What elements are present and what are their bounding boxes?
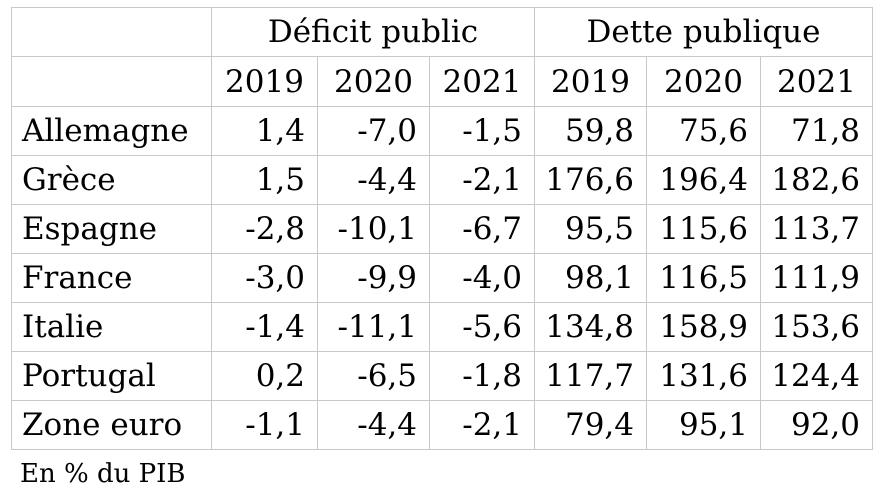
value-cell: -7,0 bbox=[317, 106, 430, 156]
year-header: 2020 bbox=[317, 56, 430, 107]
table-footnote: En % du PIB bbox=[20, 459, 186, 489]
value-cell: 117,7 bbox=[534, 351, 647, 401]
group-header-deficit: Déficit public bbox=[211, 7, 535, 57]
value-cell: 113,7 bbox=[760, 204, 873, 254]
country-name: France bbox=[11, 253, 212, 303]
year-header: 2021 bbox=[760, 56, 873, 107]
deficit-debt-table: Déficit public Dette publique 2019 2020 … bbox=[11, 7, 873, 450]
year-header: 2019 bbox=[211, 56, 318, 107]
country-name: Italie bbox=[11, 302, 212, 352]
year-header: 2021 bbox=[429, 56, 535, 107]
value-cell: -1,5 bbox=[429, 106, 535, 156]
table-row: Allemagne 1,4 -7,0 -1,5 59,8 75,6 71,8 bbox=[11, 106, 873, 156]
table-row: Zone euro -1,1 -4,4 -2,1 79,4 95,1 92,0 bbox=[11, 400, 873, 450]
table-row: Italie -1,4 -11,1 -5,6 134,8 158,9 153,6 bbox=[11, 302, 873, 352]
group-header-row: Déficit public Dette publique bbox=[11, 7, 873, 57]
value-cell: 124,4 bbox=[760, 351, 873, 401]
value-cell: 98,1 bbox=[534, 253, 647, 303]
value-cell: -2,1 bbox=[429, 155, 535, 205]
value-cell: -1,8 bbox=[429, 351, 535, 401]
country-name: Portugal bbox=[11, 351, 212, 401]
value-cell: 115,6 bbox=[646, 204, 761, 254]
country-name: Grèce bbox=[11, 155, 212, 205]
value-cell: -1,4 bbox=[211, 302, 318, 352]
corner-cell bbox=[11, 7, 212, 57]
corner-cell bbox=[11, 56, 212, 107]
country-name: Allemagne bbox=[11, 106, 212, 156]
table-row: Espagne -2,8 -10,1 -6,7 95,5 115,6 113,7 bbox=[11, 204, 873, 254]
value-cell: 182,6 bbox=[760, 155, 873, 205]
value-cell: -4,0 bbox=[429, 253, 535, 303]
value-cell: 92,0 bbox=[760, 400, 873, 450]
year-header-row: 2019 2020 2021 2019 2020 2021 bbox=[11, 56, 873, 107]
value-cell: -4,4 bbox=[317, 155, 430, 205]
value-cell: -2,1 bbox=[429, 400, 535, 450]
value-cell: 0,2 bbox=[211, 351, 318, 401]
value-cell: 95,5 bbox=[534, 204, 647, 254]
country-name: Espagne bbox=[11, 204, 212, 254]
year-header: 2020 bbox=[646, 56, 761, 107]
value-cell: -5,6 bbox=[429, 302, 535, 352]
value-cell: -1,1 bbox=[211, 400, 318, 450]
value-cell: 79,4 bbox=[534, 400, 647, 450]
value-cell: 1,4 bbox=[211, 106, 318, 156]
table-row: Grèce 1,5 -4,4 -2,1 176,6 196,4 182,6 bbox=[11, 155, 873, 205]
value-cell: 95,1 bbox=[646, 400, 761, 450]
value-cell: 71,8 bbox=[760, 106, 873, 156]
value-cell: 176,6 bbox=[534, 155, 647, 205]
value-cell: 116,5 bbox=[646, 253, 761, 303]
value-cell: -9,9 bbox=[317, 253, 430, 303]
table-row: Portugal 0,2 -6,5 -1,8 117,7 131,6 124,4 bbox=[11, 351, 873, 401]
value-cell: -11,1 bbox=[317, 302, 430, 352]
value-cell: 196,4 bbox=[646, 155, 761, 205]
value-cell: -3,0 bbox=[211, 253, 318, 303]
value-cell: 131,6 bbox=[646, 351, 761, 401]
value-cell: -10,1 bbox=[317, 204, 430, 254]
value-cell: -6,5 bbox=[317, 351, 430, 401]
value-cell: 75,6 bbox=[646, 106, 761, 156]
value-cell: 59,8 bbox=[534, 106, 647, 156]
value-cell: -4,4 bbox=[317, 400, 430, 450]
value-cell: 111,9 bbox=[760, 253, 873, 303]
table-row: France -3,0 -9,9 -4,0 98,1 116,5 111,9 bbox=[11, 253, 873, 303]
value-cell: 153,6 bbox=[760, 302, 873, 352]
value-cell: -6,7 bbox=[429, 204, 535, 254]
year-header: 2019 bbox=[534, 56, 647, 107]
group-header-debt: Dette publique bbox=[534, 7, 873, 57]
value-cell: 1,5 bbox=[211, 155, 318, 205]
country-name: Zone euro bbox=[11, 400, 212, 450]
value-cell: 158,9 bbox=[646, 302, 761, 352]
value-cell: 134,8 bbox=[534, 302, 647, 352]
value-cell: -2,8 bbox=[211, 204, 318, 254]
